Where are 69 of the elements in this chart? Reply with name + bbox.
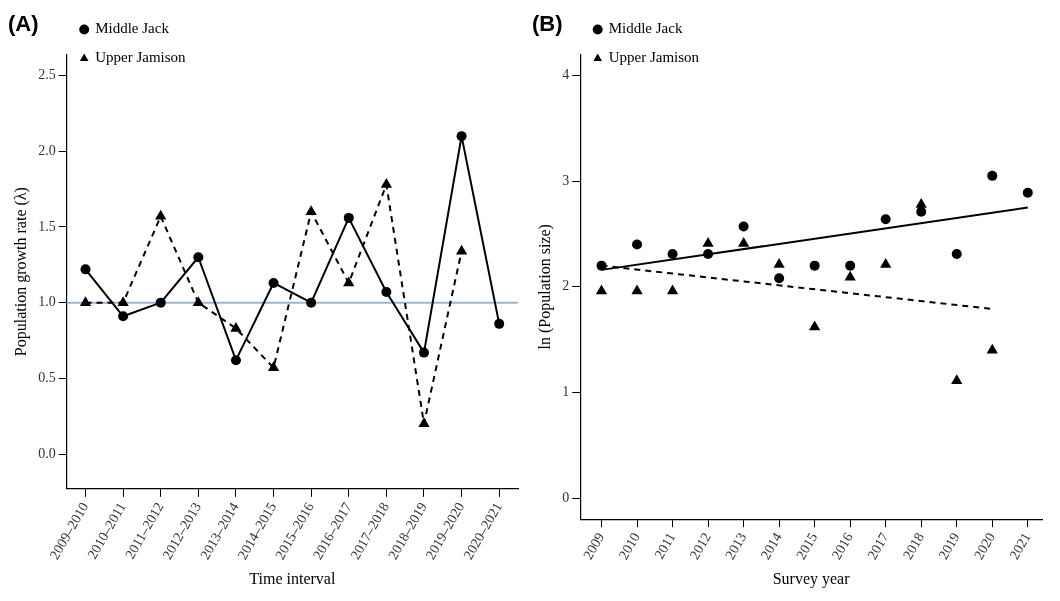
point bbox=[809, 320, 821, 331]
point bbox=[230, 321, 242, 332]
y-tick-label: 1.5 bbox=[38, 218, 56, 234]
point bbox=[305, 205, 317, 216]
point bbox=[631, 284, 643, 295]
point bbox=[455, 244, 468, 255]
point bbox=[703, 249, 714, 260]
y-tick-label: 2.5 bbox=[38, 67, 56, 83]
point bbox=[1022, 187, 1033, 198]
point bbox=[737, 236, 750, 247]
point bbox=[418, 417, 430, 427]
y-tick-label: 0.5 bbox=[38, 370, 56, 386]
point bbox=[596, 260, 607, 271]
point bbox=[809, 260, 820, 271]
legend-label: Middle Jack bbox=[95, 20, 170, 37]
point bbox=[418, 347, 429, 358]
point bbox=[343, 276, 355, 287]
chart-title: (A) bbox=[8, 11, 39, 37]
legend-label: Upper Jamison bbox=[608, 49, 700, 66]
point bbox=[915, 197, 927, 208]
point bbox=[343, 212, 354, 223]
y-tick-label: 1.0 bbox=[38, 294, 56, 310]
point bbox=[844, 270, 856, 281]
point bbox=[117, 296, 129, 306]
point bbox=[306, 297, 317, 308]
point bbox=[773, 258, 785, 268]
point bbox=[192, 296, 204, 306]
point bbox=[667, 249, 678, 260]
point bbox=[494, 318, 505, 329]
point bbox=[774, 273, 785, 284]
point bbox=[845, 260, 856, 271]
point bbox=[118, 311, 129, 322]
point bbox=[880, 258, 892, 268]
point bbox=[193, 252, 204, 263]
y-axis-title: ln (Population size) bbox=[535, 224, 554, 350]
y-axis-title: Population growth rate (λ) bbox=[11, 187, 30, 357]
point bbox=[702, 236, 714, 247]
point bbox=[79, 296, 92, 306]
point bbox=[987, 170, 998, 181]
point bbox=[380, 178, 392, 188]
point bbox=[986, 343, 998, 354]
point bbox=[155, 297, 166, 308]
y-tick-label: 2.0 bbox=[38, 142, 56, 158]
y-tick-label: 1 bbox=[562, 384, 570, 400]
point bbox=[951, 249, 962, 260]
point bbox=[268, 277, 279, 288]
point bbox=[738, 221, 749, 232]
point bbox=[230, 355, 241, 366]
point bbox=[456, 131, 467, 142]
point bbox=[880, 214, 891, 225]
y-tick-label: 2 bbox=[562, 278, 570, 294]
legend-label: Middle Jack bbox=[608, 20, 683, 37]
y-tick-label: 0 bbox=[562, 489, 570, 505]
legend-label: Upper Jamison bbox=[95, 49, 187, 66]
chart-title: (B) bbox=[532, 11, 563, 37]
y-tick-label: 0.0 bbox=[38, 445, 56, 461]
point bbox=[951, 374, 963, 385]
point bbox=[666, 284, 679, 295]
y-tick-label: 3 bbox=[562, 172, 570, 188]
point bbox=[155, 209, 167, 220]
point bbox=[916, 206, 927, 217]
point bbox=[80, 264, 91, 275]
point bbox=[267, 361, 280, 371]
point bbox=[381, 287, 392, 298]
x-axis-title: Time interval bbox=[249, 569, 336, 587]
x-axis-title: Survey year bbox=[772, 569, 851, 588]
y-tick-label: 4 bbox=[562, 67, 570, 83]
point bbox=[632, 239, 643, 250]
point bbox=[595, 284, 608, 295]
